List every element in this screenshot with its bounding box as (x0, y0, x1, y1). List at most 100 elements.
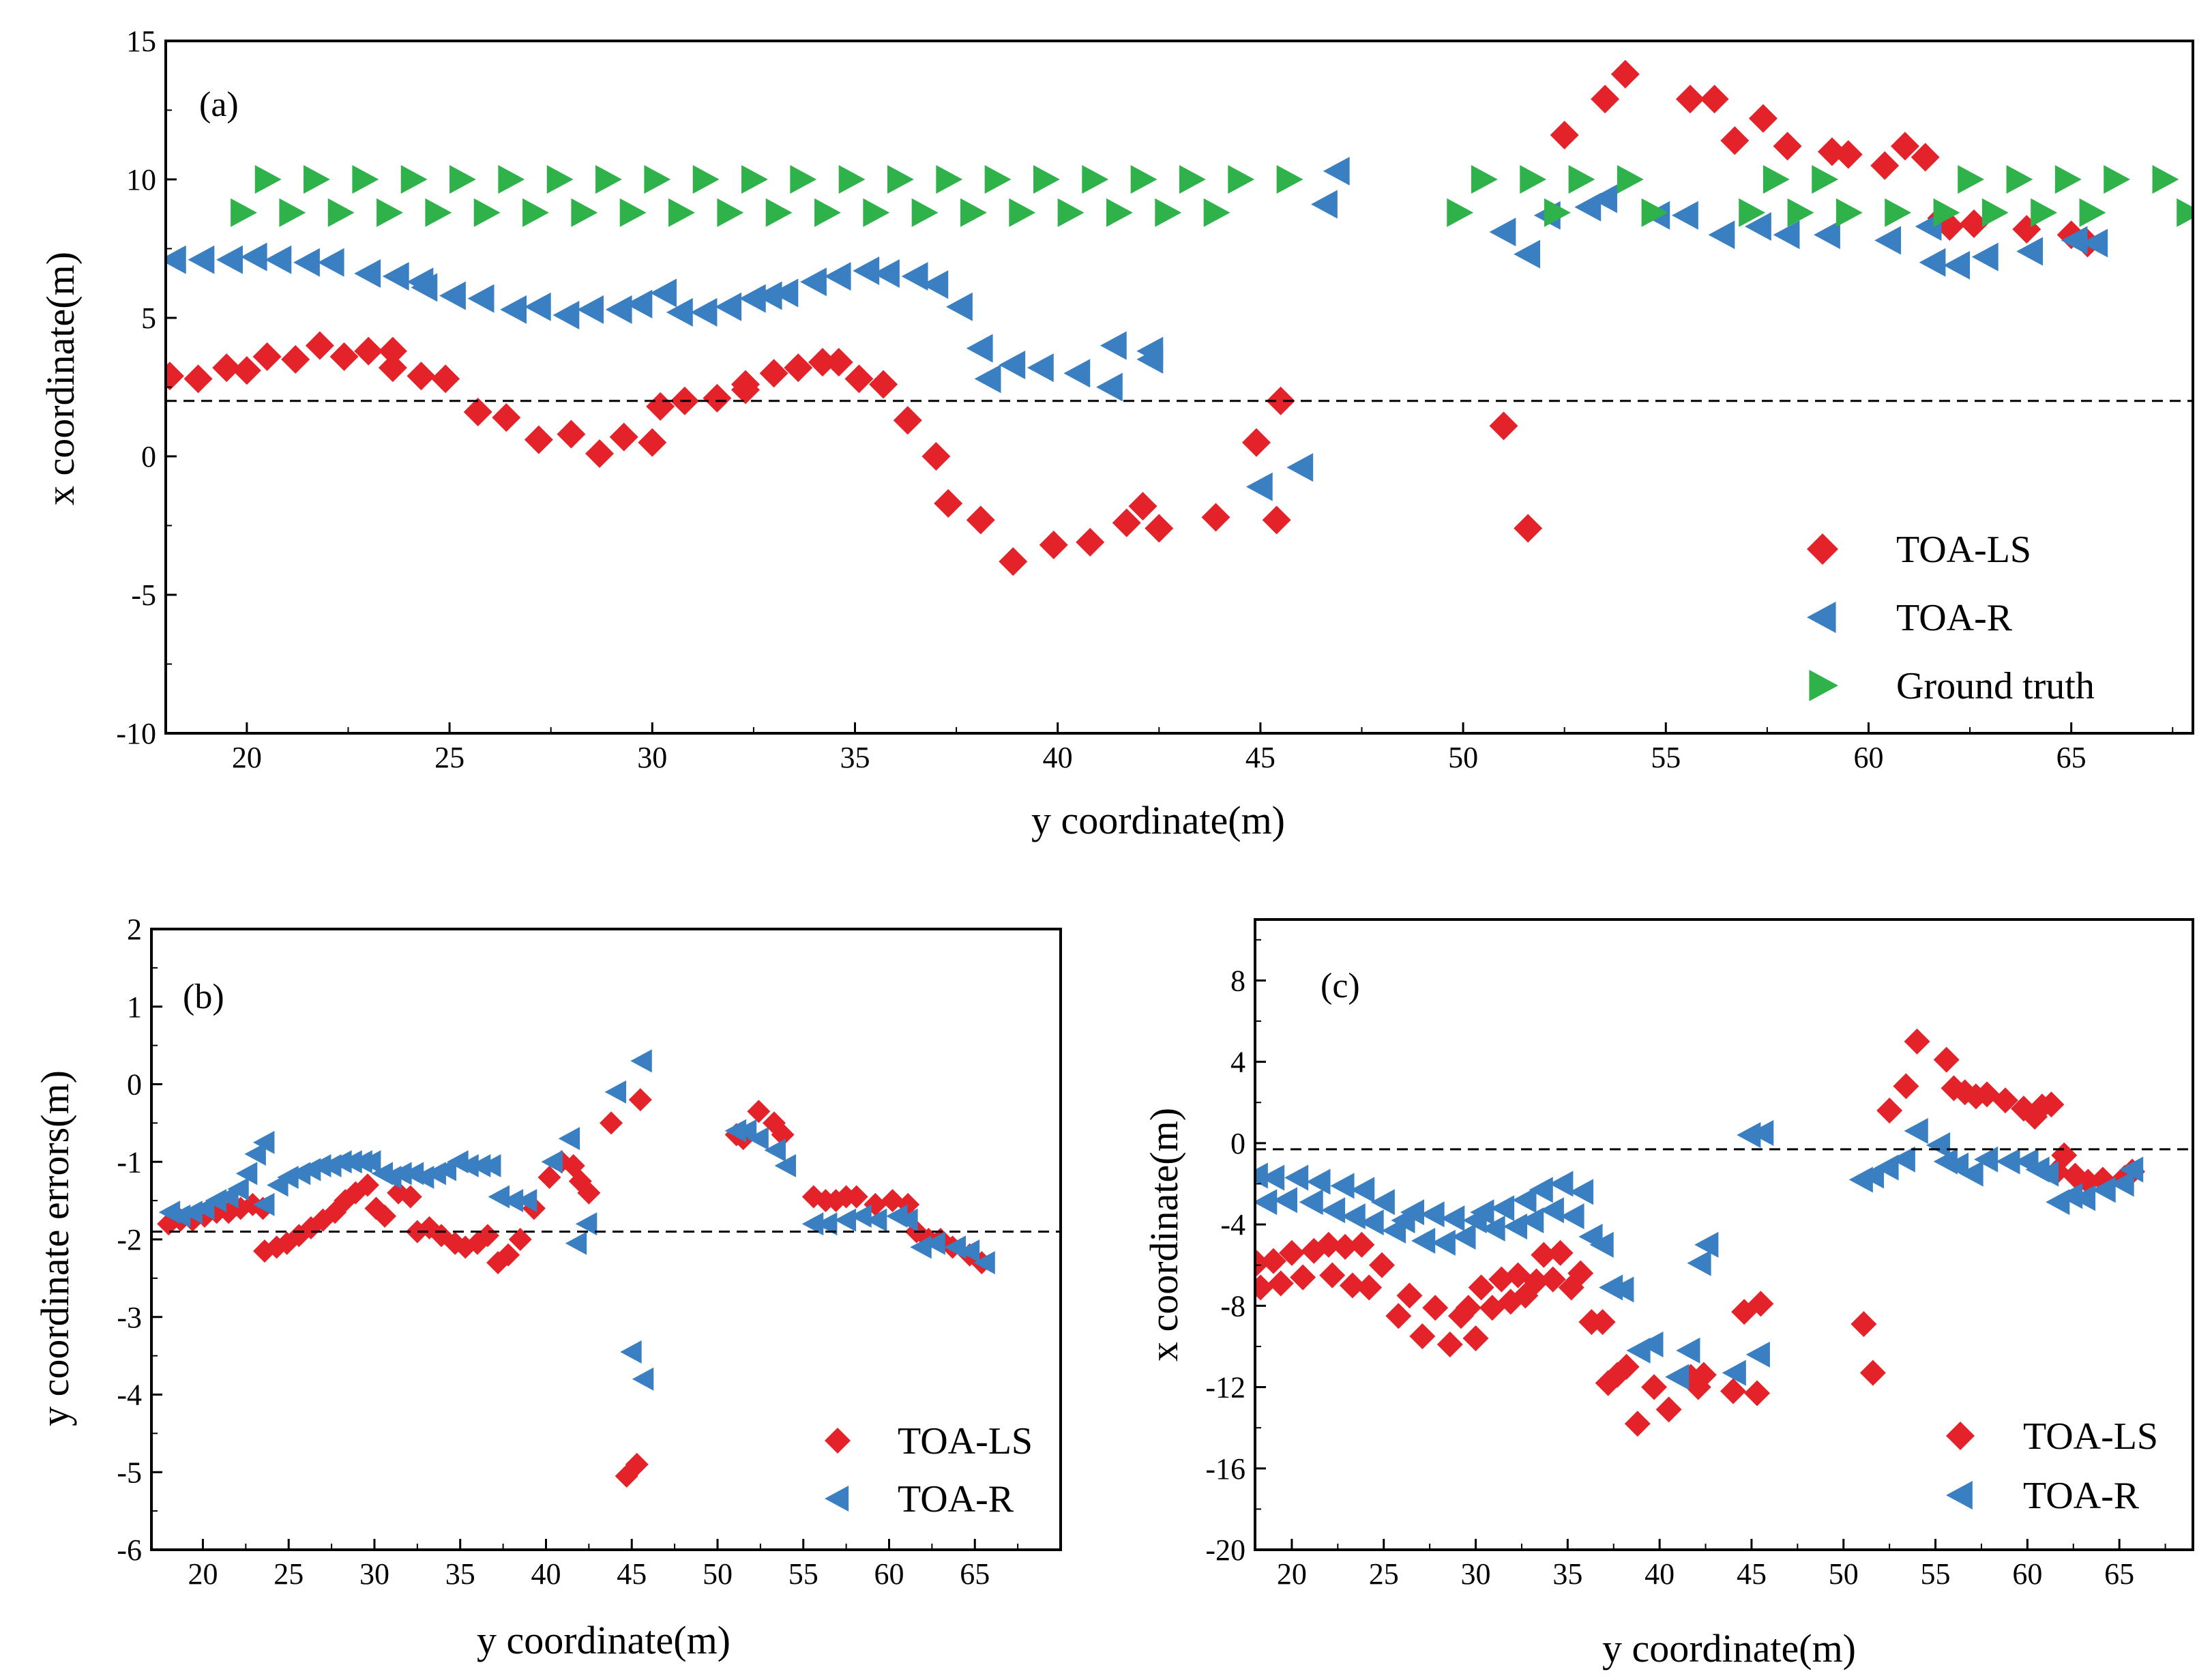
panel-a-toa-ls-point (1514, 514, 1543, 543)
panel-a-toa-ls-point (609, 422, 638, 452)
panel-c-toa-r-point (1400, 1199, 1425, 1226)
panel-c-toa-r-point (1490, 1195, 1515, 1222)
panel-c-toa-ls-point (1613, 1353, 1640, 1380)
panel-a-toa-ls-point (844, 364, 874, 394)
panel-c-toa-ls-point (1332, 1233, 1359, 1260)
panel-c-toa-r-point (1539, 1197, 1564, 1224)
panel-b-ytick-label: 1 (127, 990, 142, 1024)
panel-c-toa-r-point (1737, 1121, 1761, 1148)
panel-c-toa-ls-point (1655, 1396, 1682, 1423)
panel-c-xtick-label: 65 (2104, 1557, 2134, 1591)
panel-a-toa-r-point (1489, 218, 1516, 247)
panel-c-ytick-label: -8 (1220, 1289, 1245, 1323)
panel-b-toa-ls-point (747, 1100, 771, 1123)
panel-a-marks (166, 59, 2193, 576)
panel-a-toa-ls-point (1489, 411, 1518, 441)
panel-a-ground-truth-point (254, 165, 282, 194)
panel-c-toa-ls-point (2038, 1091, 2065, 1118)
panel-a-toa-ls-point (463, 398, 492, 427)
panel-a-xtick-label: 20 (232, 741, 262, 774)
panel-c-toa-ls-point (1933, 1046, 1960, 1073)
panel-a-ytick-label: 15 (126, 25, 156, 58)
panel-b-toa-r-point (815, 1212, 838, 1236)
panel-c-ytick-label: 4 (1230, 1046, 1245, 1079)
panel-a-ticks: 20 25 30 35 40 45 50 55 60 65 -10 -5 0 5 10 15 (116, 25, 2174, 774)
panel-a-ground-truth-point (911, 198, 939, 227)
panel-a-ground-truth-point (1228, 165, 1255, 194)
panel-b-legend: TOA-LS TOA-R (825, 1420, 1033, 1520)
panel-a-ground-truth-point (1933, 198, 1960, 227)
panel-b-toa-r-point (565, 1231, 587, 1255)
panel-a-toa-ls-point (1610, 59, 1640, 89)
panel-a-toa-ls-point (893, 406, 922, 435)
panel-c-toa-ls-point (1624, 1411, 1651, 1437)
panel-a-ground-truth-point (1057, 198, 1085, 227)
panel-a-ground-truth-point (1617, 165, 1644, 194)
panel-a-toa-ls-point (378, 336, 407, 366)
panel-a-ground-truth-point (2177, 198, 2193, 227)
panel-a-ground-truth-point (1885, 198, 1912, 227)
panel-c-toa-r-point (1891, 1146, 1915, 1173)
panel-a-toa-r-point (439, 281, 466, 310)
panel-b-toa-r-point (252, 1192, 275, 1216)
panel-a-ground-truth-point (1447, 198, 1474, 227)
panel-a-ground-truth-point (692, 165, 720, 194)
panel-c-xtick-label: 25 (1369, 1557, 1399, 1591)
panel-b-toa-ls-point (334, 1189, 357, 1213)
panel-a-toa-ls-point (252, 342, 282, 371)
panel-b-toa-r-point (479, 1153, 501, 1177)
panel-a-toa-r-point (1100, 331, 1127, 360)
panel-b-toa-r-point (457, 1153, 479, 1177)
panel-a-ground-truth-point (1155, 198, 1182, 227)
panel-a-ground-truth-point (1739, 198, 1766, 227)
panel-c-toa-r-point (1370, 1189, 1395, 1216)
panel-c-toa-ls-point (1462, 1325, 1489, 1352)
panel-a-toa-ls-point (1720, 126, 1750, 156)
panel-c-toa-ls-point (1385, 1303, 1412, 1329)
panel-a-ground-truth-point (2054, 165, 2082, 194)
panel-c-toa-r-point (1745, 1341, 1770, 1368)
panel-a-toa-ls-point (759, 359, 788, 388)
panel-b-ytick-label: -1 (117, 1145, 142, 1179)
panel-c-toa-ls-point (1278, 1239, 1305, 1266)
panel-c-toa-ls-point (1356, 1274, 1383, 1301)
panel-c-toa-r-point (1687, 1250, 1711, 1276)
panel-a-toa-ls-point (808, 347, 837, 377)
panel-b-legend-toa-r-marker (825, 1486, 849, 1512)
panel-c-toa-ls-point (1531, 1241, 1557, 1268)
panel-a-toa-ls-point (703, 383, 732, 413)
panel-a-xtick-label: 25 (434, 741, 464, 774)
panel-c-ytick-label: 8 (1230, 964, 1245, 997)
panel-c-ylabel: x coordinate(m) (1142, 1108, 1186, 1361)
panel-a-toa-ls-point (1112, 508, 1141, 538)
panel-a-xlabel: y coordinate(m) (1031, 798, 1285, 842)
panel-c-toa-ls-point (1641, 1374, 1668, 1400)
panel-a-toa-r-point (715, 292, 742, 321)
panel-c-toa-r-point (1431, 1229, 1456, 1256)
panel-c-toa-r-point (2110, 1171, 2134, 1197)
panel-a-ground-truth-point (377, 198, 403, 227)
panel-c-toa-r-point (1874, 1154, 1899, 1181)
panel-a-toa-ls-point (354, 336, 383, 366)
panel-c-toa-ls-point (1748, 1291, 1774, 1317)
panel-a-ground-truth-point (936, 165, 963, 194)
panel-c-toa-r-point (1926, 1132, 1951, 1158)
panel-a-toa-r-point (166, 245, 186, 274)
panel-a-xtick-label: 40 (1043, 741, 1073, 774)
panel-b-toa-r-point (924, 1231, 945, 1255)
panel-b-toa-r-point (630, 1049, 652, 1073)
panel-a-toa-r-point (1245, 472, 1273, 501)
panel-a-ground-truth-point (1812, 165, 1839, 194)
panel-a-toa-ls-point (1128, 492, 1157, 521)
panel-a-toa-r-point (946, 292, 973, 321)
panel-c-toa-r-point (1451, 1223, 1476, 1250)
panel-a-toa-ls-point (869, 370, 898, 399)
panel-a-toa-r-point (1672, 201, 1698, 230)
panel-b-toa-ls-point (771, 1123, 795, 1147)
panel-a-toa-r-point (1943, 250, 1971, 280)
panel-a-toa-ls-point (934, 489, 963, 518)
panel-a-toa-r-point (1919, 248, 1946, 277)
panel-a-ground-truth-point (522, 198, 549, 227)
panel-a-ground-truth-point (352, 165, 379, 194)
panel-a-toa-r-point (800, 267, 827, 297)
